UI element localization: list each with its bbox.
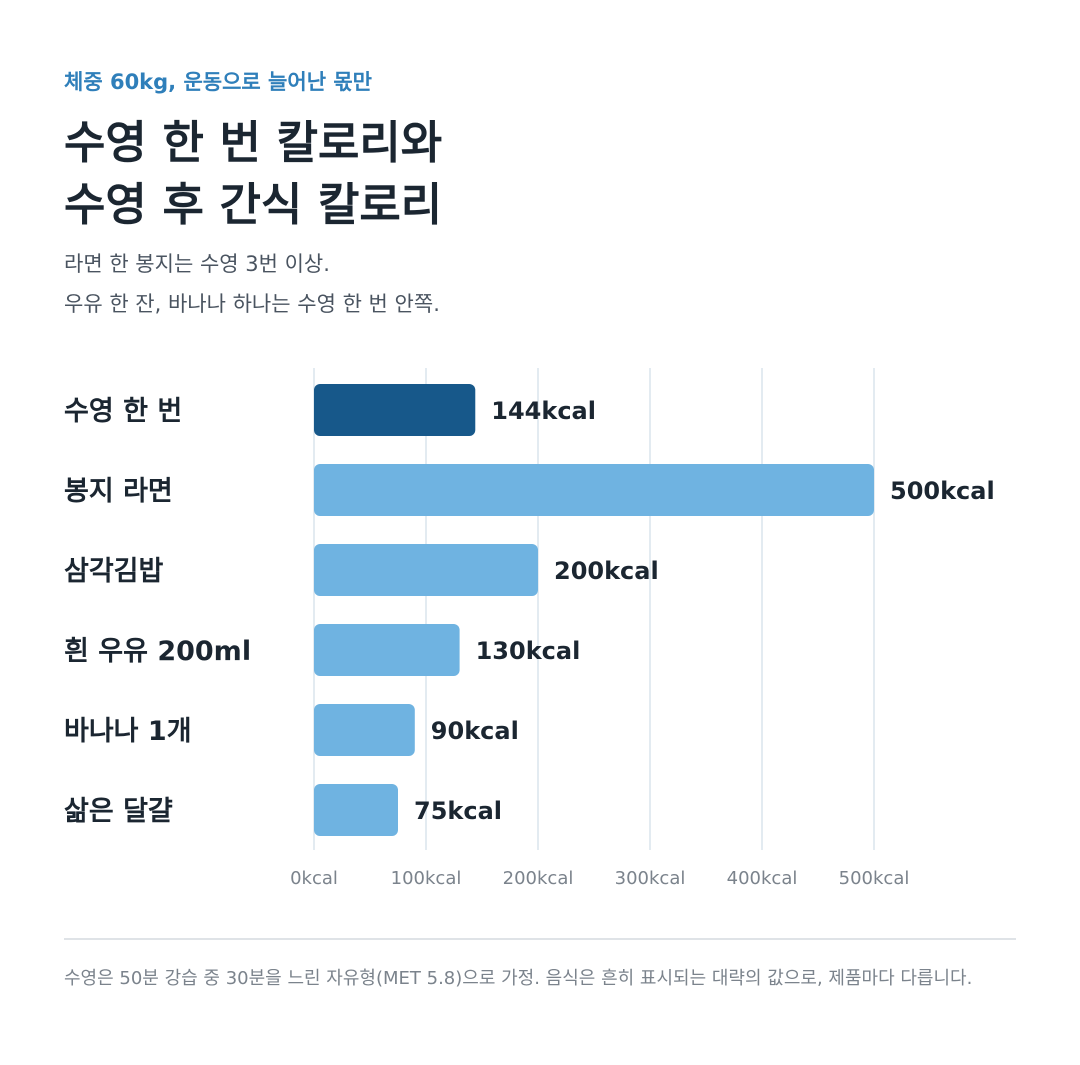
x-tick-label: 300kcal <box>615 868 686 889</box>
subtitle-line-1: 라면 한 봉지는 수영 3번 이상. <box>64 252 330 276</box>
x-tick-label: 500kcal <box>839 868 910 889</box>
kicker-text: 체중 60kg, 운동으로 늘어난 몫만 <box>64 70 372 94</box>
x-tick-label: 400kcal <box>727 868 798 889</box>
category-label: 봉지 라면 <box>64 476 173 507</box>
value-label: 200kcal <box>554 557 659 585</box>
bar <box>314 624 460 676</box>
value-label: 90kcal <box>431 717 519 745</box>
bar <box>314 704 415 756</box>
bar-chart: 수영 한 번 144kcal 봉지 라면 500kcal 삼각김밥 200kcal 흰 우유… <box>0 350 1080 910</box>
title-line-2: 수영 후 간식 칼로리 <box>64 178 443 231</box>
bar <box>314 784 398 836</box>
divider <box>64 938 1016 940</box>
subtitle: 라면 한 봉지는 수영 3번 이상. 우유 한 잔, 바나나 하나는 수영 한 … <box>64 244 440 324</box>
title-line-1: 수영 한 번 칼로리와 <box>64 116 443 169</box>
value-label: 130kcal <box>476 637 581 665</box>
bar <box>314 464 874 516</box>
category-label: 삼각김밥 <box>64 556 164 587</box>
x-tick-label: 100kcal <box>391 868 462 889</box>
category-label: 바나나 1개 <box>64 716 192 747</box>
category-label: 흰 우유 200ml <box>64 636 251 667</box>
category-label: 삶은 달걀 <box>64 796 173 827</box>
value-label: 75kcal <box>414 797 502 825</box>
bar <box>314 384 476 436</box>
value-label: 500kcal <box>890 477 995 505</box>
subtitle-line-2: 우유 한 잔, 바나나 하나는 수영 한 번 안쪽. <box>64 292 440 316</box>
bar-chart-svg: 수영 한 번 144kcal 봉지 라면 500kcal 삼각김밥 200kcal 흰 우유… <box>64 368 995 889</box>
bar <box>314 544 538 596</box>
x-tick-label: 0kcal <box>290 868 338 889</box>
x-tick-label: 200kcal <box>503 868 574 889</box>
footnote: 수영은 50분 강습 중 30분을 느린 자유형(MET 5.8)으로 가정. … <box>64 968 973 989</box>
page-title: 수영 한 번 칼로리와 수영 후 간식 칼로리 <box>64 112 442 236</box>
value-label: 144kcal <box>491 397 596 425</box>
category-label: 수영 한 번 <box>64 396 182 427</box>
